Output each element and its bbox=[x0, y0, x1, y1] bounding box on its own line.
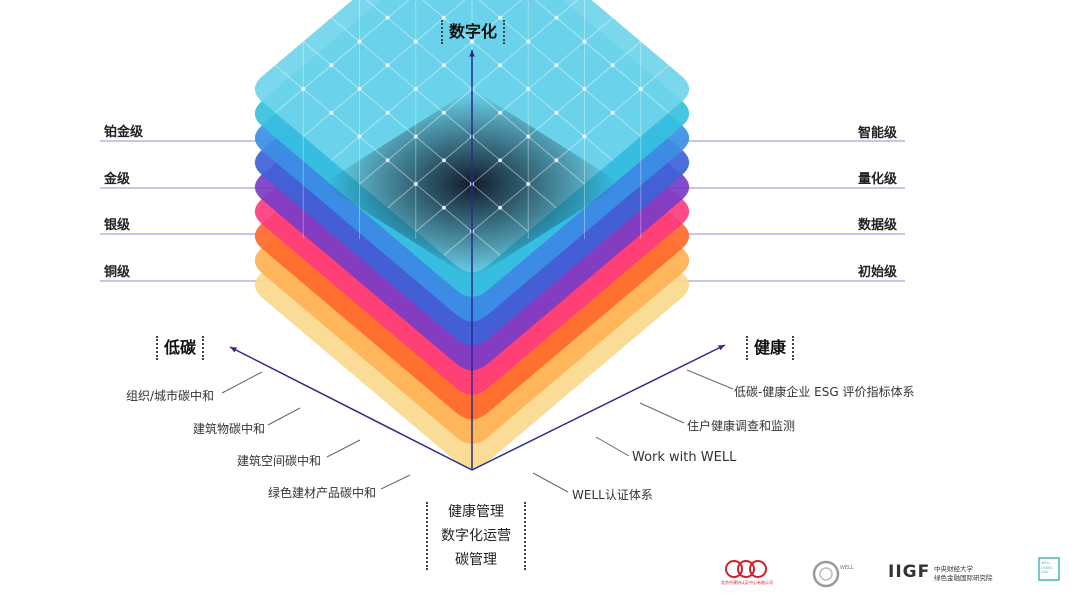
level-gold: 金级 bbox=[104, 172, 131, 187]
axis-digital-line-head bbox=[469, 50, 475, 57]
leader-line-2 bbox=[326, 439, 361, 458]
logo-iigf-line2: 绿色金融国际研究院 bbox=[934, 574, 993, 582]
grid-node bbox=[329, 110, 334, 115]
grid-node bbox=[441, 63, 446, 68]
logo-certification-caption: 北京中建协认证中心有限公司 bbox=[721, 580, 773, 585]
leader-line-6 bbox=[595, 436, 630, 457]
level-initial: 初始级 bbox=[858, 265, 898, 280]
grid-node bbox=[526, 182, 531, 186]
grid-node bbox=[385, 63, 390, 68]
grid-node bbox=[638, 87, 643, 91]
axis-low-carbon-line bbox=[229, 346, 473, 471]
grid-node bbox=[526, 39, 531, 44]
left-item-building: 建筑物碳中和 bbox=[193, 422, 266, 436]
left-item-materials: 绿色建材产品碳中和 bbox=[268, 486, 377, 500]
center-carbon-mgmt: 碳管理 bbox=[455, 552, 497, 568]
center-health-mgmt: 健康管理 bbox=[448, 504, 504, 520]
grid-node bbox=[441, 110, 446, 115]
grid-node bbox=[385, 158, 390, 163]
grid-node bbox=[357, 39, 362, 44]
leader-lines bbox=[221, 369, 734, 493]
grid-node bbox=[498, 110, 503, 115]
grid-node bbox=[385, 15, 390, 20]
grid-node bbox=[413, 87, 418, 91]
axis-low-carbon-line-head bbox=[230, 347, 237, 353]
grid-node bbox=[441, 205, 446, 210]
grid-node bbox=[498, 63, 503, 68]
leader-line-1 bbox=[267, 407, 301, 426]
right-item-well-cert: WELL认证体系 bbox=[572, 488, 653, 502]
level-silver: 银级 bbox=[104, 218, 131, 233]
leader-line-5 bbox=[639, 402, 685, 424]
grid-node bbox=[554, 110, 559, 115]
grid-node bbox=[385, 110, 390, 115]
grid-node bbox=[470, 39, 474, 44]
grid-node bbox=[498, 158, 503, 163]
logo-iigf-brand: IIGF bbox=[888, 562, 931, 582]
logo-iigf-line1: 中央财经大学 bbox=[934, 565, 973, 573]
level-platinum: 铂金级 bbox=[104, 125, 144, 140]
center-digital-ops: 数字化运营 bbox=[441, 528, 511, 544]
logo-well-text: WELL bbox=[840, 565, 854, 571]
right-item-survey: 住户健康调查和监测 bbox=[687, 419, 796, 433]
logo-well-living-lab-text: WELL LIVING LAB bbox=[1041, 561, 1053, 574]
grid-node bbox=[582, 87, 587, 91]
grid-node bbox=[498, 205, 503, 210]
axis-title-low-carbon: 低碳 bbox=[156, 336, 205, 360]
right-item-esg: 低碳-健康企业 ESG 评价指标体系 bbox=[734, 385, 915, 399]
left-item-org-city: 组织/城市碳中和 bbox=[126, 389, 215, 403]
logo-well-living-lab: WELL LIVING LAB bbox=[1038, 557, 1064, 587]
axis-health-line bbox=[471, 344, 726, 471]
axis-title-digital: 数字化 bbox=[441, 20, 506, 44]
axis-health-line-head bbox=[718, 345, 725, 351]
grid-node bbox=[441, 158, 446, 163]
grid-node bbox=[301, 87, 306, 91]
grid-node bbox=[610, 63, 615, 68]
level-smart: 智能级 bbox=[858, 126, 898, 141]
level-quantified: 量化级 bbox=[858, 172, 898, 187]
leader-line-4 bbox=[686, 369, 734, 390]
level-data: 数据级 bbox=[858, 218, 898, 233]
grid-node bbox=[582, 134, 587, 139]
grid-node bbox=[610, 110, 615, 115]
center-labels: 健康管理 数字化运营 碳管理 bbox=[426, 500, 526, 572]
logo-well-international: WELL bbox=[810, 557, 860, 589]
grid-node bbox=[554, 158, 559, 163]
leader-line-3 bbox=[380, 474, 411, 490]
left-item-space: 建筑空间碳中和 bbox=[237, 454, 322, 468]
grid-node bbox=[441, 15, 446, 20]
grid-node bbox=[498, 15, 503, 20]
right-item-work-with-well: Work with WELL bbox=[632, 450, 737, 465]
grid-node bbox=[413, 39, 418, 44]
logo-certification-center: 北京中建协认证中心有限公司 bbox=[718, 558, 774, 588]
grid-node bbox=[413, 134, 418, 139]
axis-title-health: 健康 bbox=[746, 336, 795, 360]
grid-node bbox=[357, 87, 362, 91]
grid-node bbox=[554, 15, 559, 20]
leader-line-7 bbox=[532, 472, 569, 493]
logo-iigf: IIGF 中央财经大学 绿色金融国际研究院 bbox=[888, 560, 1008, 586]
axis-lines bbox=[229, 50, 726, 471]
grid-node bbox=[554, 63, 559, 68]
grid-node bbox=[526, 87, 531, 91]
grid-node bbox=[357, 134, 362, 139]
grid-node bbox=[526, 134, 531, 139]
grid-node bbox=[582, 39, 587, 44]
grid-node bbox=[413, 182, 418, 186]
grid-node bbox=[329, 63, 334, 68]
leader-line-0 bbox=[221, 371, 263, 394]
level-bronze: 铜级 bbox=[104, 265, 131, 280]
